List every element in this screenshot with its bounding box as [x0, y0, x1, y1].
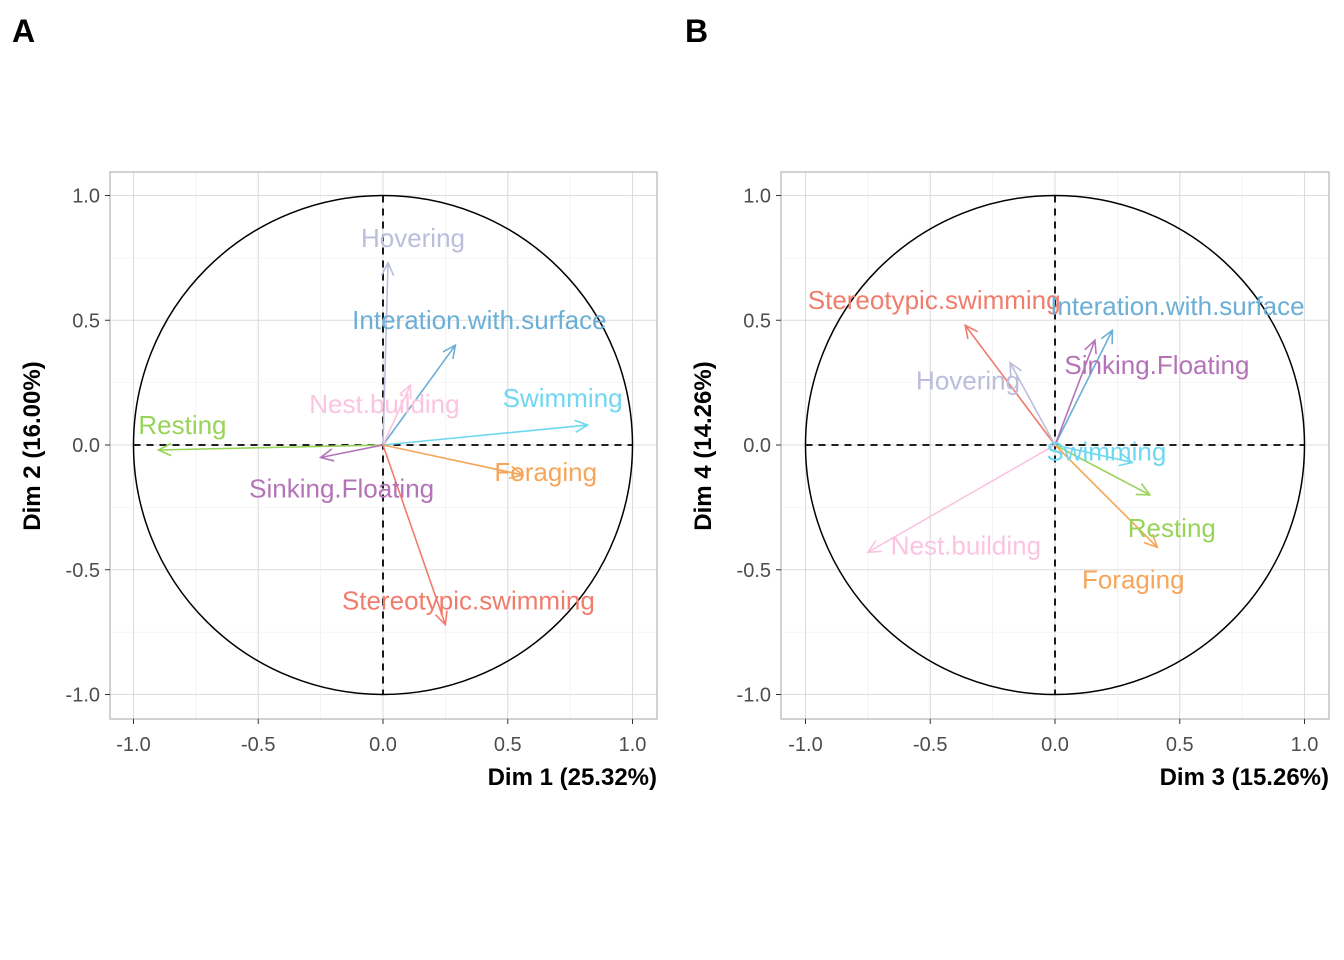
variable-labels: Stereotypic.swimmingInteration.with.surf… [808, 285, 1305, 594]
y-tick-label: 0.5 [72, 310, 100, 332]
arrow-shaft [964, 324, 1056, 446]
arrow-stereotypic-swimming [382, 444, 448, 627]
arrow-head [434, 610, 448, 627]
arrow-head [1100, 328, 1114, 345]
variable-label: Swimming [503, 383, 623, 413]
y-tick-label: 1.0 [743, 186, 771, 208]
arrow-head [1143, 533, 1159, 549]
arrow-hovering [1009, 361, 1056, 446]
arrow-stereotypic-swimming [964, 323, 1056, 446]
arrow-shaft [320, 444, 384, 459]
y-axis-title: Dim 4 (14.26%) [690, 361, 717, 530]
arrow-head [1135, 483, 1152, 496]
arrow-head [380, 261, 395, 276]
x-axis-title: Dim 3 (15.26%) [1160, 764, 1329, 791]
panel-b: B -1.0 -0.5 0.0 0.5 1.0 1.0 0.5 0.0 -0.5 -1.0 Dim 3… [685, 13, 1330, 791]
arrow-head [964, 323, 978, 340]
y-tick-label: -0.5 [737, 560, 771, 582]
arrow-head [442, 343, 457, 360]
x-tick-label: 0.0 [369, 734, 397, 756]
x-tick-label: -0.5 [241, 734, 275, 756]
arrow-interation-with-surface [1054, 328, 1114, 446]
arrow-swimming [1054, 444, 1135, 467]
panel-letter: B [685, 13, 708, 49]
y-tick-label: -1.0 [66, 685, 100, 707]
x-tick-label: 0.5 [494, 734, 522, 756]
y-tick-label: 1.0 [72, 186, 100, 208]
panel-letter: A [12, 13, 35, 49]
arrow-shaft [382, 444, 523, 476]
x-tick-label: 0.5 [1166, 734, 1194, 756]
arrow-shaft [1054, 329, 1114, 446]
arrow-resting [1054, 444, 1152, 496]
arrow-head [318, 448, 335, 462]
variable-label: Foraging [494, 457, 597, 487]
arrow-head [1009, 361, 1022, 377]
arrow-shaft [1054, 444, 1151, 496]
arrow-shaft [1054, 339, 1096, 446]
arrow-head [866, 540, 882, 554]
variable-label: Interation.with.surface [1050, 291, 1304, 321]
arrow-nest-building [382, 383, 412, 446]
panel-a: A -1.0 -0.5 0.0 0.5 1.0 1.0 0.5 0.0 -0.5 -1.0 Dim 1… [12, 13, 658, 791]
arrow-foraging [382, 444, 525, 480]
x-tick-label: 1.0 [1291, 734, 1319, 756]
variable-label: Hovering [916, 366, 1020, 396]
x-tick-label: 1.0 [619, 734, 647, 756]
arrow-hovering [380, 261, 395, 446]
arrow-interation-with-surface [382, 343, 457, 446]
arrow-shaft [382, 444, 447, 625]
variable-label: Stereotypic.swimming [342, 586, 595, 616]
arrow-resting [156, 442, 384, 457]
arrow-head [1084, 338, 1097, 355]
arrow-shaft [382, 384, 412, 446]
y-tick-label: 0.5 [743, 310, 771, 332]
arrow-shaft [1054, 444, 1158, 548]
variable-label: Interation.with.surface [352, 305, 606, 335]
arrow-head [574, 419, 590, 433]
variable-label: Nest.building [891, 530, 1041, 560]
x-tick-label: -0.5 [913, 734, 947, 756]
arrow-shaft [382, 262, 389, 446]
x-tick-label: -1.0 [116, 734, 150, 756]
variable-label: Resting [1128, 513, 1216, 543]
loading-arrows [866, 323, 1159, 554]
variable-label: Sinking.Floating [1064, 350, 1249, 380]
arrow-sinking-floating [318, 444, 384, 462]
y-tick-label: 0.0 [72, 435, 100, 457]
arrow-sinking-floating [1054, 338, 1097, 446]
variable-label: Hovering [361, 223, 465, 253]
x-tick-label: 0.0 [1041, 734, 1069, 756]
arrow-shaft [158, 444, 384, 451]
arrow-head [399, 383, 412, 400]
x-axis-title: Dim 1 (25.32%) [488, 764, 657, 791]
arrow-shaft [1054, 444, 1133, 464]
arrow-shaft [1009, 362, 1056, 446]
arrow-foraging [1054, 444, 1159, 549]
arrow-head [1118, 453, 1135, 467]
arrow-shaft [382, 344, 457, 446]
arrow-swimming [382, 419, 590, 446]
y-tick-label: -1.0 [737, 685, 771, 707]
arrow-head [508, 465, 525, 480]
arrow-head [156, 442, 172, 457]
arrow-nest-building [866, 444, 1056, 554]
variable-label: Sinking.Floating [249, 473, 434, 503]
variable-label: Resting [138, 410, 226, 440]
variable-label: Stereotypic.swimming [808, 285, 1061, 315]
y-tick-label: 0.0 [743, 435, 771, 457]
variable-label: Foraging [1082, 564, 1185, 594]
loading-arrows [156, 261, 590, 627]
arrow-shaft [382, 424, 588, 446]
variable-labels: Hovering Interation.with.surface Nest.buil… [138, 223, 622, 616]
arrow-shaft [867, 444, 1056, 553]
y-tick-label: -0.5 [66, 560, 100, 582]
variable-label: Nest.building [309, 389, 459, 419]
x-tick-label: -1.0 [788, 734, 822, 756]
y-axis-title: Dim 2 (16.00%) [19, 361, 46, 530]
variable-label: Swimming [1046, 436, 1166, 466]
